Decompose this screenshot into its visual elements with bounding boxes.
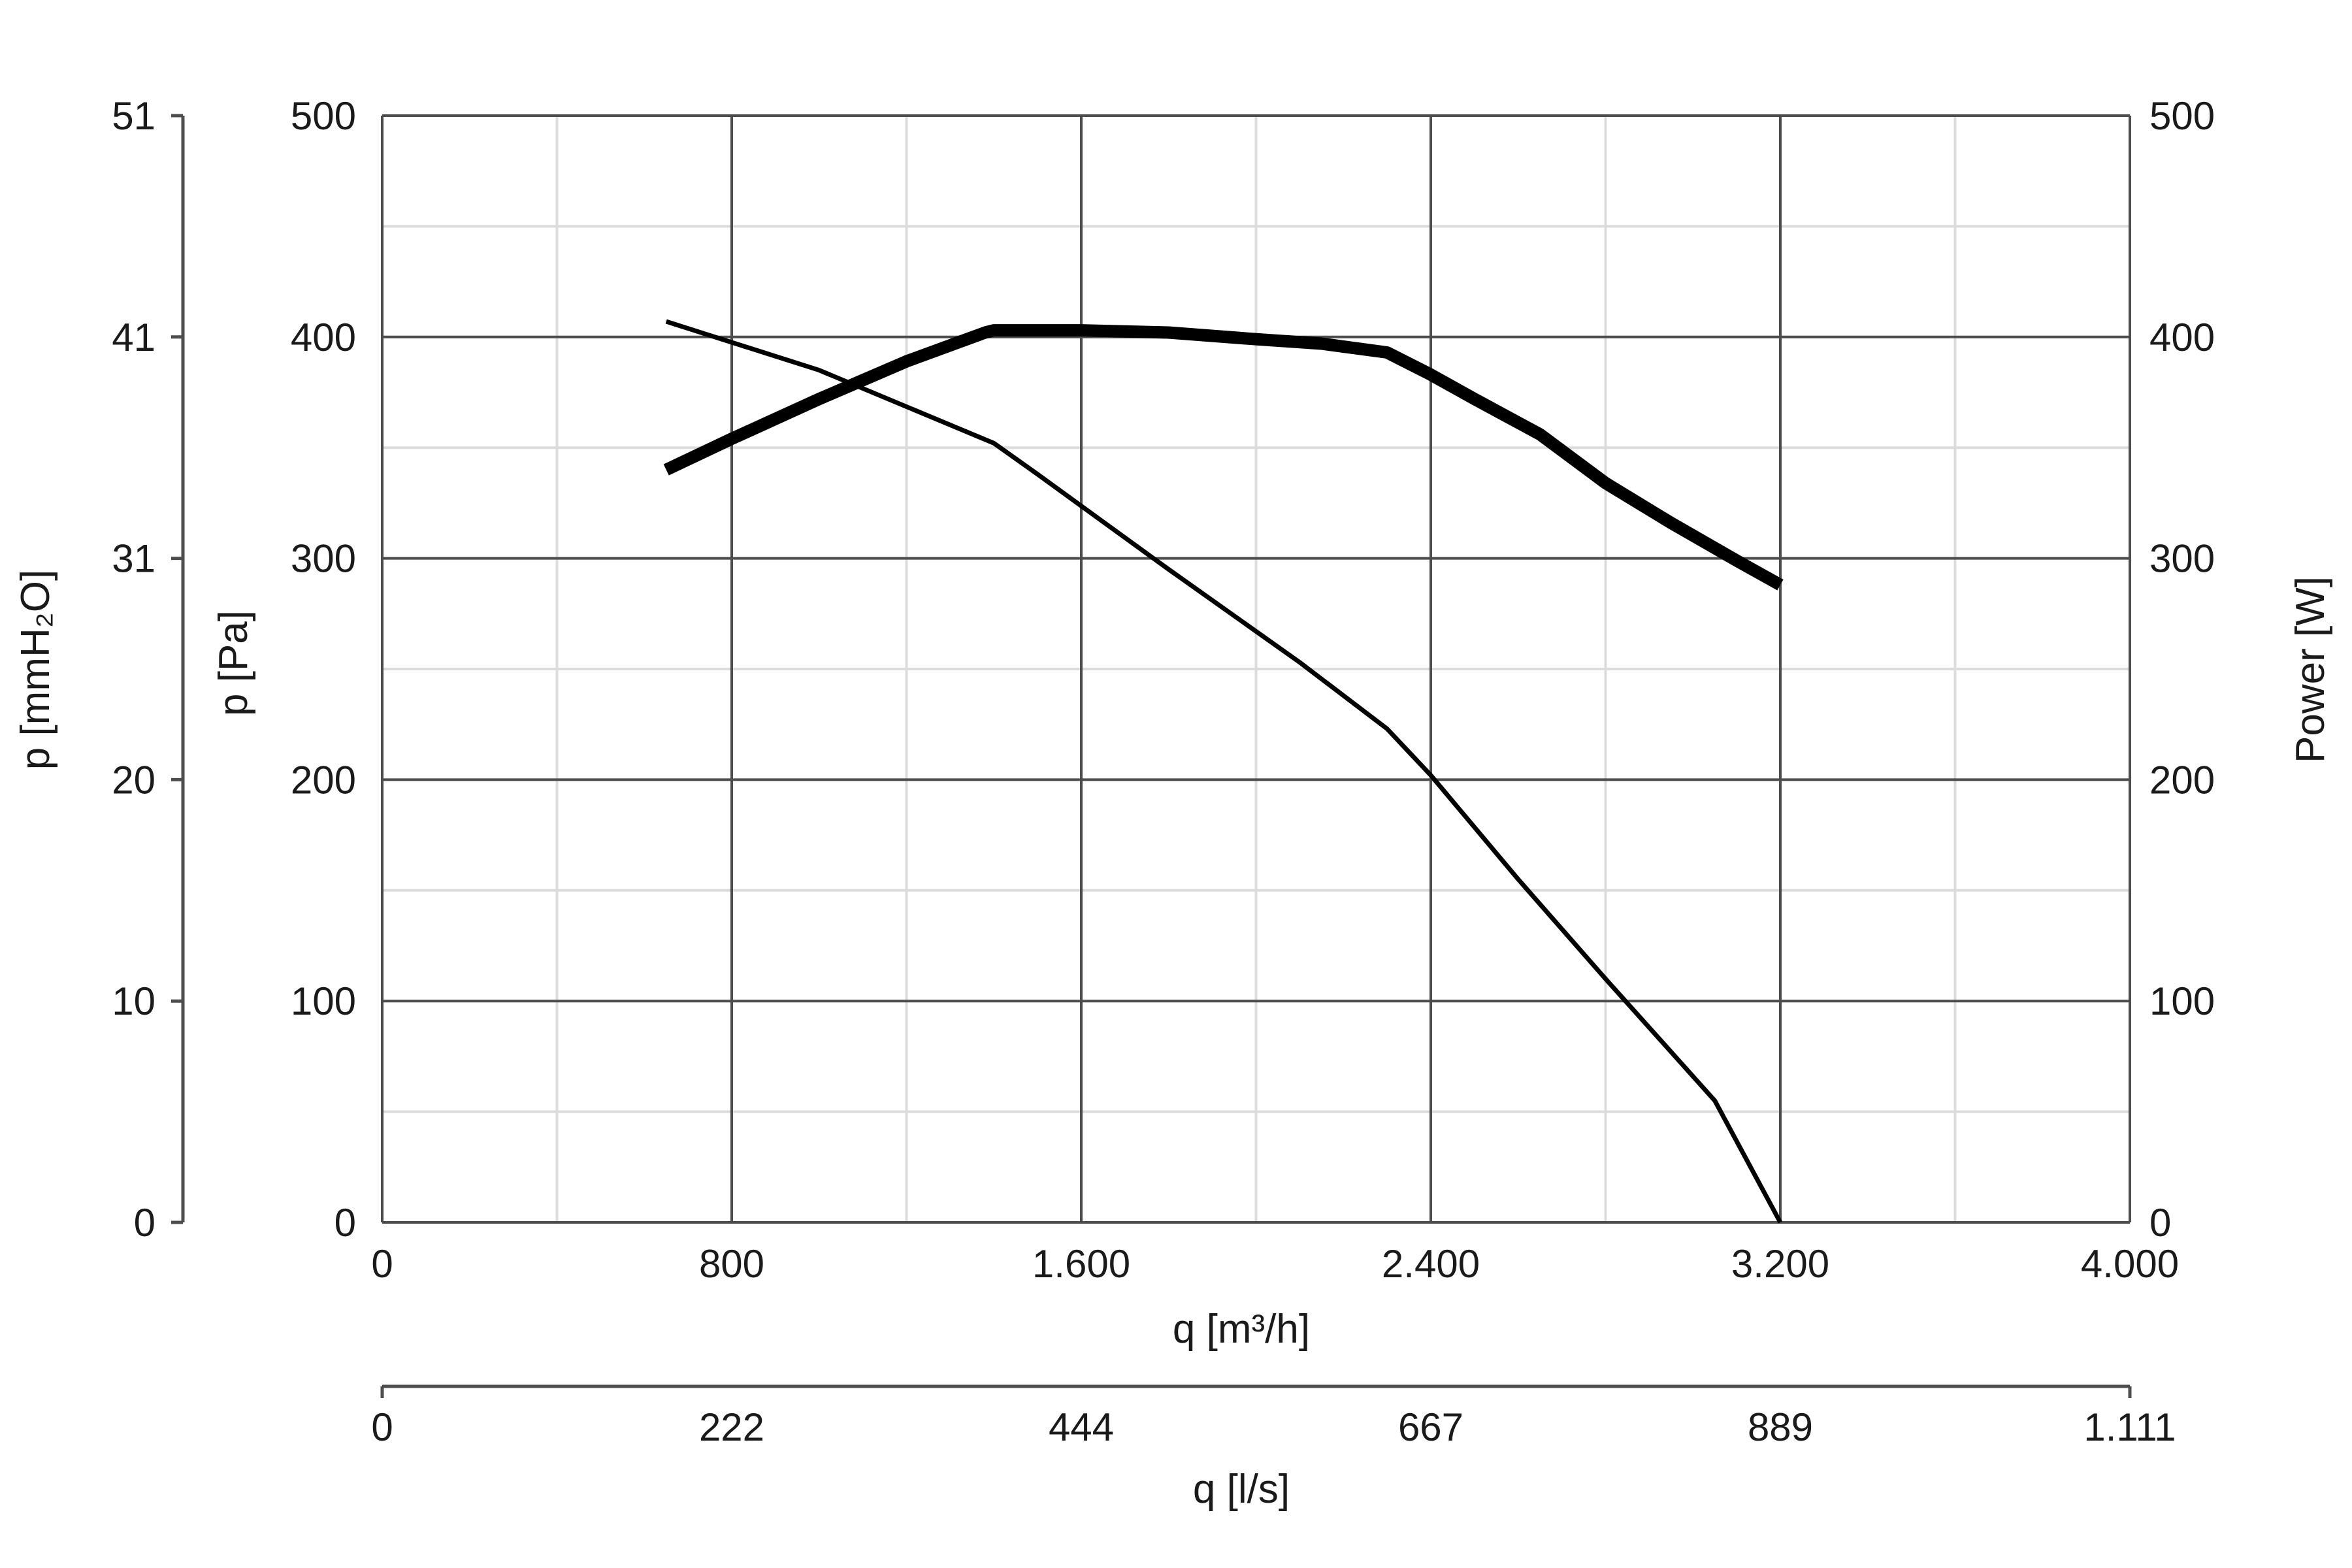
x-axis-title: q [m³/h] [1173,1307,1310,1352]
y-outer-tick-label: 20 [112,758,155,802]
y-outer-tick-label: 0 [134,1201,155,1245]
x-secondary-tick-label: 222 [699,1405,764,1449]
y-right-tick-label: 500 [2149,94,2215,138]
series-layer [663,319,1784,1224]
x-tick-label: 1.600 [1032,1242,1130,1286]
pressure-curve [665,319,1783,1224]
y-outer-tick-label: 51 [112,94,155,138]
y-left-tick-label: 500 [291,94,356,138]
y-right-tick-label: 400 [2149,316,2215,359]
y-outer-tick-label: 10 [112,979,155,1023]
y-left-tick-label: 400 [291,316,356,359]
x-secondary-tick-label: 444 [1049,1405,1114,1449]
axes-layer: 0 800 1.600 2.400 3.200 4.0000100200300400500… [112,94,2215,1449]
power-curve [663,324,1784,591]
y-axis-outer-title: p [mmH₂O] [13,570,58,770]
plot-grid [381,114,2131,1224]
y-right-tick-label: 0 [2149,1201,2171,1245]
x-secondary-tick-label: 889 [1748,1405,1813,1449]
y-right-tick-label: 200 [2149,758,2215,802]
x-tick-label: 800 [699,1242,764,1286]
x-tick-label: 4.000 [2081,1242,2179,1286]
x-tick-label: 2.400 [1382,1242,1480,1286]
y-left-tick-label: 0 [335,1201,356,1245]
y-left-tick-label: 200 [291,758,356,802]
x-axis-secondary-title: q [l/s] [1193,1467,1290,1512]
x-secondary-tick-label: 1.111 [2083,1405,2176,1449]
y-right-tick-label: 300 [2149,537,2215,581]
y-left-tick-label: 100 [291,979,356,1023]
x-secondary-tick-label: 667 [1398,1405,1463,1449]
x-tick-label: 0 [371,1242,393,1286]
y-axis-left-title: p [Pa] [211,610,256,716]
y-axis-right-title: Power [W] [2288,576,2333,763]
y-outer-tick-label: 31 [112,537,155,581]
y-right-tick-label: 100 [2149,979,2215,1023]
x-tick-label: 3.200 [1731,1242,1829,1286]
y-left-tick-label: 300 [291,537,356,581]
y-outer-tick-label: 41 [112,316,155,359]
x-secondary-tick-label: 0 [371,1405,393,1449]
